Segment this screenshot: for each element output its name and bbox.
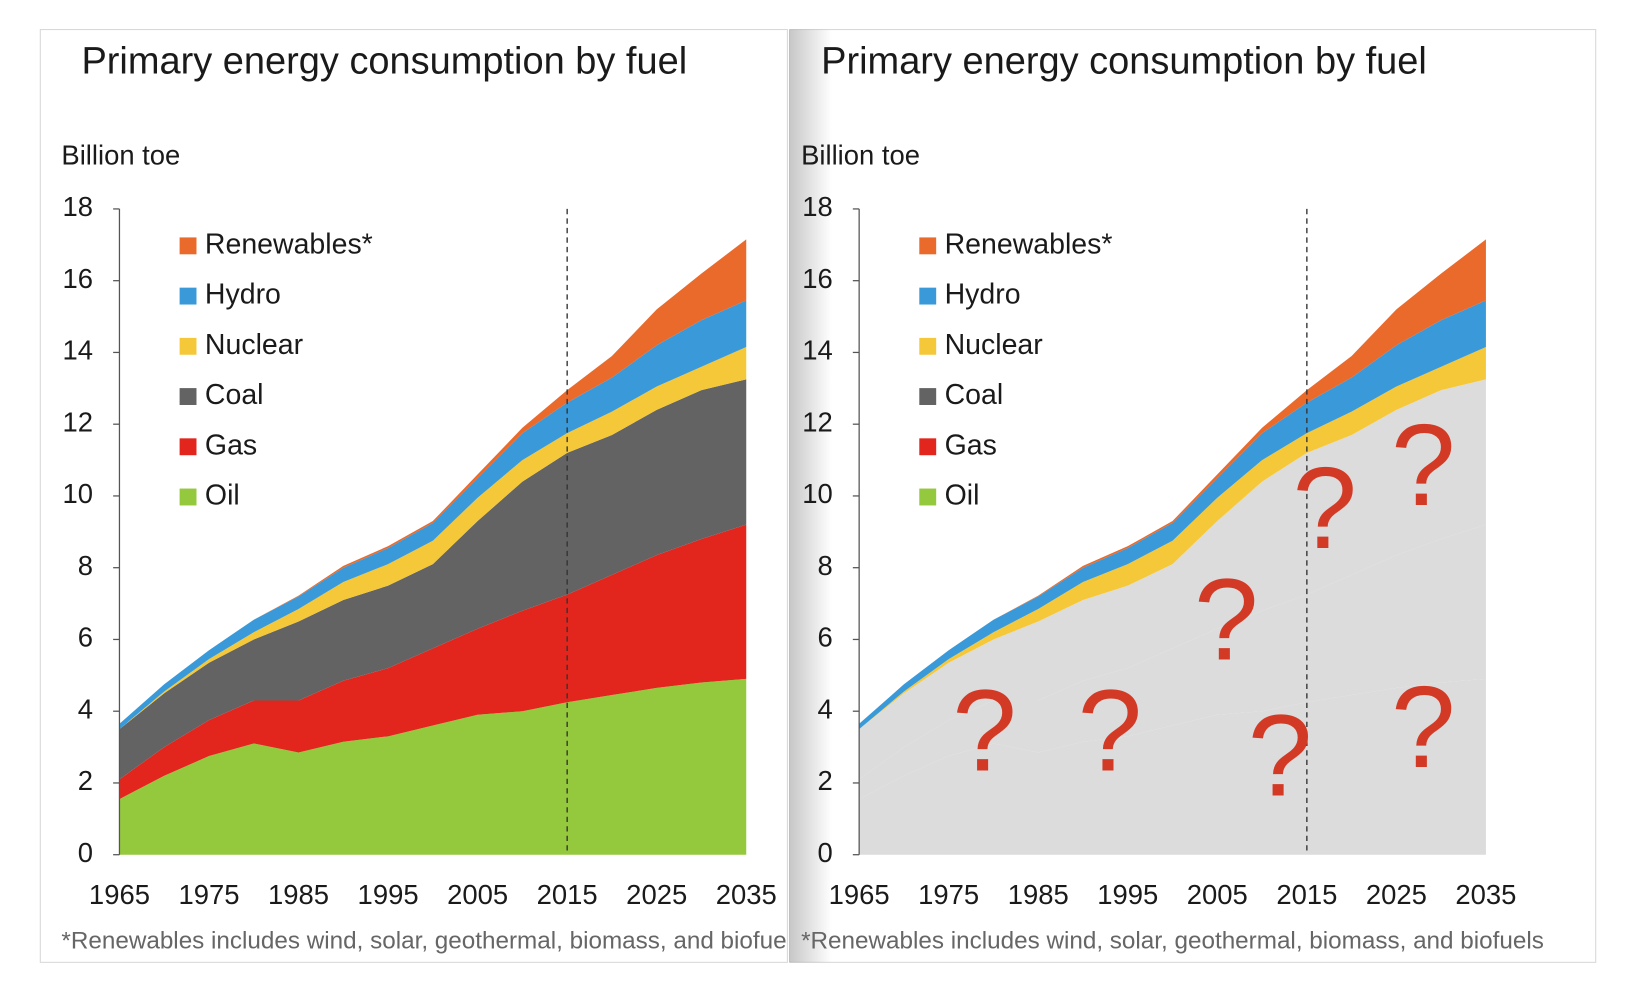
x-tick-label: 2005: [447, 879, 508, 910]
annotation: ?: [1391, 662, 1456, 792]
y-tick-label: 14: [802, 335, 833, 366]
legend-swatch: [179, 488, 197, 506]
legend-label: Gas: [205, 429, 257, 461]
y-tick-label: 6: [818, 622, 833, 653]
legend-swatch: [179, 237, 197, 255]
chart-title: Primary energy consumption by fuel: [81, 40, 687, 82]
legend-swatch: [919, 388, 937, 405]
legend-label: Renewables*: [945, 228, 1113, 260]
area: [119, 524, 747, 800]
legend-swatch: [919, 287, 937, 305]
x-tick-label: 2035: [716, 879, 777, 910]
legend-swatch: [919, 237, 937, 255]
legend-swatch: [179, 388, 197, 405]
y-tick-label: 12: [63, 406, 94, 437]
y-tick-label: 18: [802, 191, 833, 222]
annotation: ?: [952, 666, 1017, 796]
y-tick-label: 4: [818, 693, 833, 724]
legend-swatch: [179, 287, 197, 305]
x-tick-label: 1975: [918, 879, 979, 910]
x-tick-label: 1965: [89, 879, 150, 910]
y-tick-label: 8: [818, 550, 833, 581]
footnote: *Renewables includes wind, solar, geothe…: [801, 928, 1544, 955]
legend-label: Coal: [205, 379, 264, 411]
x-tick-label: 1985: [268, 879, 329, 910]
y-tick-label: 18: [63, 191, 94, 222]
area: [119, 678, 747, 855]
area: [859, 347, 1486, 730]
chart-title: Primary energy consumption by fuel: [821, 40, 1427, 82]
legend-label: Renewables*: [205, 228, 373, 260]
annotation: ?: [1292, 443, 1357, 573]
area: [119, 347, 747, 730]
y-tick-label: 4: [78, 693, 93, 724]
y-tick-label: 16: [802, 263, 833, 294]
y-tick-label: 10: [63, 478, 94, 509]
y-tick-label: 16: [63, 263, 94, 294]
y-tick-label: 0: [818, 837, 833, 868]
y-tick-label: 10: [802, 478, 833, 509]
y-tick-label: 2: [78, 765, 93, 796]
legend-label: Nuclear: [945, 329, 1044, 361]
legend-label: Hydro: [205, 279, 281, 311]
legend-swatch: [919, 337, 937, 355]
x-tick-label: 1965: [829, 879, 890, 910]
x-tick-label: 2035: [1455, 879, 1516, 910]
area: [859, 524, 1486, 800]
legend-swatch: [179, 438, 197, 456]
annotation: ?: [1391, 400, 1456, 530]
x-tick-label: 2015: [1276, 879, 1337, 910]
annotation: ?: [1248, 691, 1313, 821]
x-tick-label: 1985: [1008, 879, 1069, 910]
area: [859, 300, 1486, 730]
y-tick-label: 12: [802, 406, 833, 437]
x-tick-label: 2005: [1187, 879, 1248, 910]
legend-swatch: [179, 337, 197, 355]
area: [859, 678, 1486, 855]
x-tick-label: 2015: [537, 879, 598, 910]
legend-label: Oil: [945, 480, 980, 512]
y-tick-label: 8: [78, 550, 93, 581]
x-tick-label: 2025: [626, 879, 687, 910]
x-tick-label: 2025: [1366, 879, 1427, 910]
legend-label: Gas: [945, 429, 997, 461]
area: [119, 300, 747, 730]
footnote: *Renewables includes wind, solar, geothe…: [61, 928, 804, 955]
legend-swatch: [919, 438, 937, 456]
legend-swatch: [919, 488, 937, 506]
legend-label: Nuclear: [205, 329, 304, 361]
y-axis-label: Billion toe: [801, 139, 920, 170]
annotation: ?: [1078, 666, 1143, 796]
area: [859, 379, 1486, 780]
y-tick-label: 0: [78, 837, 93, 868]
y-tick-label: 6: [78, 622, 93, 653]
y-tick-label: 14: [63, 335, 94, 366]
area: [119, 379, 747, 780]
annotation: ?: [1194, 554, 1259, 684]
page-fold: [789, 29, 832, 963]
legend-label: Hydro: [945, 279, 1021, 311]
y-tick-label: 2: [818, 765, 833, 796]
x-tick-label: 1995: [358, 879, 419, 910]
x-tick-label: 1975: [178, 879, 239, 910]
legend-label: Coal: [945, 379, 1004, 411]
legend-label: Oil: [205, 480, 240, 512]
y-axis-label: Billion toe: [61, 139, 180, 170]
x-tick-label: 1995: [1097, 879, 1158, 910]
